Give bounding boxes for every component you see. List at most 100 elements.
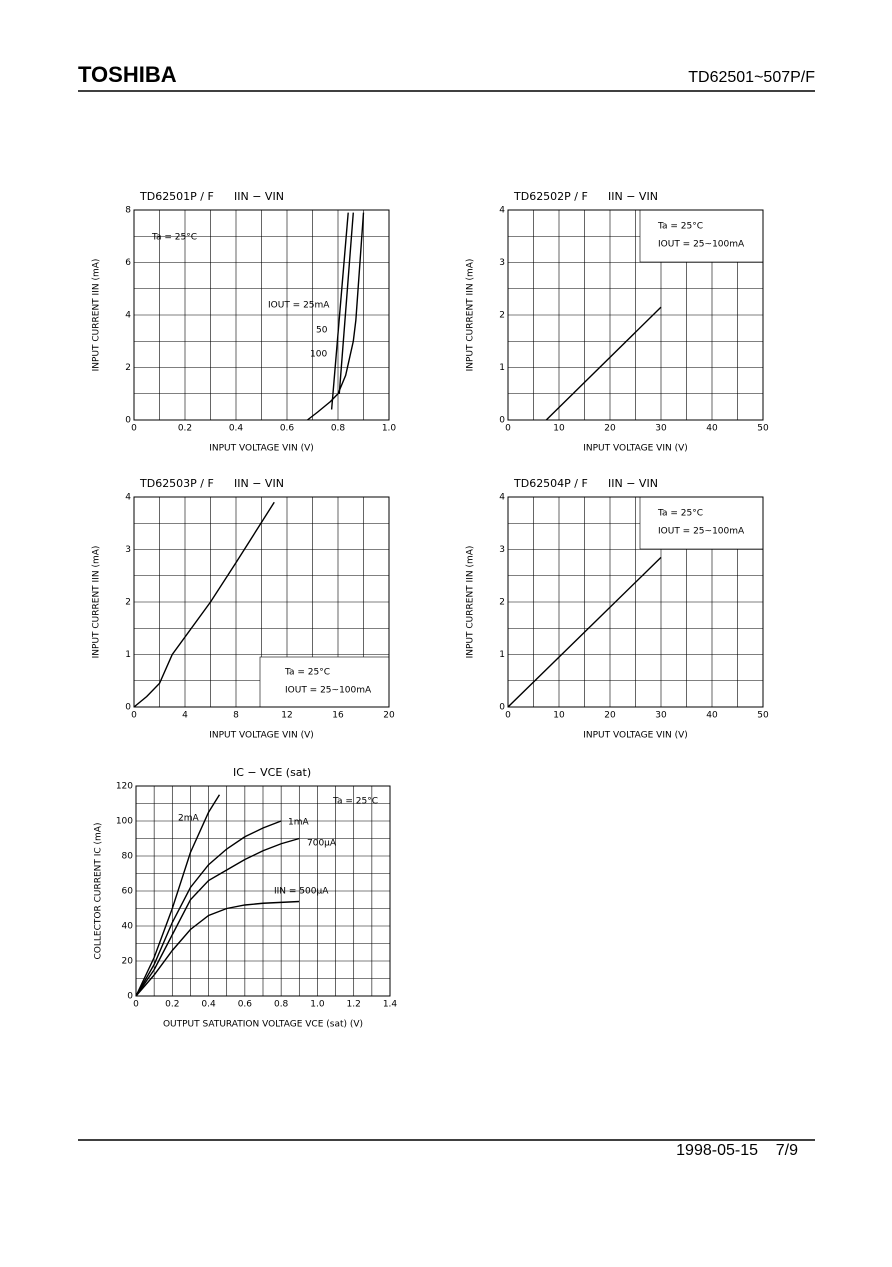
- curve: [330, 212, 349, 410]
- x-tick-label: 0: [505, 711, 511, 721]
- footer-page: 7/9: [776, 1142, 798, 1159]
- y-tick-label: 0: [125, 416, 131, 426]
- chart-device: TD62501P / F: [139, 190, 214, 203]
- plot-frame: [133, 209, 390, 421]
- x-tick-label: 1.0: [310, 1000, 325, 1010]
- y-axis-label: INPUT CURRENT IIN (mA): [466, 546, 476, 659]
- y-tick-label: 2: [125, 598, 131, 608]
- x-tick-label: 1.4: [383, 1000, 398, 1010]
- chart-title: IIN − VIN: [608, 477, 658, 490]
- y-tick-label: 100: [116, 817, 133, 827]
- annotation: Ta = 25°C: [151, 233, 197, 243]
- x-tick-label: 20: [383, 711, 395, 721]
- chart-title: IC − VCE (sat): [233, 766, 311, 779]
- x-tick-label: 30: [655, 424, 667, 434]
- curve: [338, 212, 354, 394]
- condition-box: [639, 496, 764, 550]
- x-tick-label: 0.4: [229, 424, 244, 434]
- x-tick-label: 20: [604, 711, 616, 721]
- condition-box: [259, 656, 390, 708]
- y-tick-label: 4: [499, 206, 505, 216]
- x-axis-label: INPUT VOLTAGE VIN (V): [209, 731, 314, 741]
- y-tick-label: 4: [125, 493, 131, 503]
- chart-device: TD62504P / F: [513, 477, 588, 490]
- y-tick-label: 60: [122, 887, 134, 897]
- curve-label: 700µA: [307, 839, 337, 849]
- x-tick-label: 0.2: [178, 424, 192, 434]
- x-tick-label: 40: [706, 711, 718, 721]
- y-axis-label: INPUT CURRENT IIN (mA): [92, 259, 102, 372]
- y-tick-label: 3: [125, 545, 131, 555]
- y-tick-label: 3: [499, 545, 505, 555]
- curve-label: 2mA: [178, 814, 199, 824]
- x-tick-label: 1.2: [347, 1000, 361, 1010]
- x-tick-label: 0.8: [274, 1000, 289, 1010]
- brand: TOSHIBA: [78, 62, 177, 87]
- chart-title: IIN − VIN: [234, 190, 284, 203]
- y-tick-label: 2: [499, 598, 505, 608]
- plot-frame: [507, 496, 764, 708]
- x-tick-label: 0.2: [165, 1000, 179, 1010]
- x-tick-label: 0.6: [238, 1000, 253, 1010]
- y-tick-label: 6: [125, 258, 131, 268]
- x-tick-label: 10: [553, 711, 565, 721]
- y-tick-label: 20: [122, 957, 134, 967]
- y-tick-label: 2: [499, 311, 505, 321]
- curve-label: IIN = 500µA: [274, 887, 329, 897]
- footer-date: 1998-05-15: [676, 1142, 758, 1159]
- curve: [135, 820, 282, 997]
- x-axis-label: INPUT VOLTAGE VIN (V): [209, 444, 314, 454]
- y-axis-label: COLLECTOR CURRENT IC (mA): [94, 823, 104, 960]
- curve: [507, 556, 662, 708]
- plot-frame: [135, 785, 391, 997]
- x-tick-label: 4: [182, 711, 188, 721]
- x-axis-label: OUTPUT SATURATION VOLTAGE VCE (sat) (V): [163, 1020, 363, 1030]
- x-tick-label: 0.4: [201, 1000, 216, 1010]
- y-tick-label: 1: [499, 650, 505, 660]
- curve: [135, 837, 300, 997]
- x-tick-label: 20: [604, 424, 616, 434]
- x-tick-label: 40: [706, 424, 718, 434]
- x-tick-label: 0.6: [280, 424, 295, 434]
- curve-label: 1mA: [288, 818, 309, 828]
- y-tick-label: 0: [499, 703, 505, 713]
- curve-label: IOUT = 25mA: [268, 301, 330, 311]
- annotation: Ta = 25°C: [657, 222, 703, 232]
- y-tick-label: 0: [127, 992, 133, 1002]
- y-tick-label: 4: [125, 311, 131, 321]
- x-tick-label: 0: [131, 711, 137, 721]
- x-tick-label: 0.8: [331, 424, 346, 434]
- x-tick-label: 10: [553, 424, 565, 434]
- x-tick-label: 8: [233, 711, 239, 721]
- y-tick-label: 3: [499, 258, 505, 268]
- x-tick-label: 1.0: [382, 424, 397, 434]
- chart-title: IIN − VIN: [608, 190, 658, 203]
- chart-title: IIN − VIN: [234, 477, 284, 490]
- curve: [135, 794, 221, 997]
- y-tick-label: 8: [125, 206, 131, 216]
- x-tick-label: 16: [332, 711, 344, 721]
- curve: [306, 212, 365, 421]
- curve: [133, 501, 275, 708]
- annotation: Ta = 25°C: [284, 668, 330, 678]
- annotation: IOUT = 25~100mA: [285, 686, 372, 696]
- y-tick-label: 120: [116, 782, 133, 792]
- curve-label: 50: [316, 326, 328, 336]
- plot-frame: [507, 209, 764, 421]
- x-tick-label: 50: [757, 424, 769, 434]
- y-axis-label: INPUT CURRENT IIN (mA): [92, 546, 102, 659]
- annotation: IOUT = 25~100mA: [658, 240, 745, 250]
- y-tick-label: 1: [499, 363, 505, 373]
- x-tick-label: 0: [505, 424, 511, 434]
- y-tick-label: 40: [122, 922, 134, 932]
- annotation: Ta = 25°C: [332, 797, 378, 807]
- y-tick-label: 1: [125, 650, 131, 660]
- plot-frame: [133, 496, 390, 708]
- x-axis-label: INPUT VOLTAGE VIN (V): [583, 731, 688, 741]
- x-axis-label: INPUT VOLTAGE VIN (V): [583, 444, 688, 454]
- annotation: IOUT = 25~100mA: [658, 527, 745, 537]
- x-tick-label: 50: [757, 711, 769, 721]
- curve: [545, 306, 662, 421]
- x-tick-label: 0: [133, 1000, 139, 1010]
